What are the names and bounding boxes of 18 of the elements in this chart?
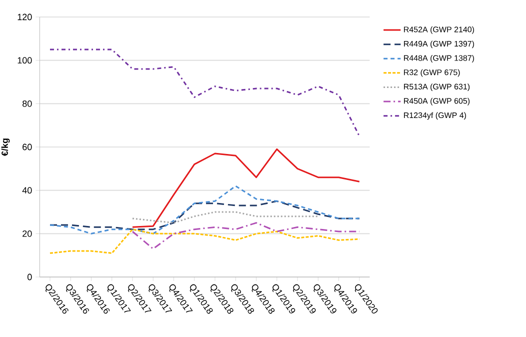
legend-label: R449A (GWP 1397) xyxy=(404,40,474,48)
y-tick-label: 100 xyxy=(18,57,32,64)
legend-label: R32 (GWP 675) xyxy=(404,69,460,77)
legend-label: R450A (GWP 605) xyxy=(404,98,470,106)
y-tick-label: 0 xyxy=(27,274,32,280)
legend-label: R1234yf (GWP 4) xyxy=(404,112,466,120)
y-tick-label: 80 xyxy=(22,100,32,107)
legend-label: R452A (GWP 2140) xyxy=(404,26,474,34)
line-series xyxy=(132,148,360,228)
y-tick-label: 20 xyxy=(22,230,32,237)
y-tick-label: 120 xyxy=(18,14,32,20)
line-series xyxy=(132,222,360,250)
y-tick-label: 40 xyxy=(22,187,32,194)
legend-label: R513A (GWP 631) xyxy=(404,84,470,92)
y-tick-label: 60 xyxy=(22,144,32,150)
y-axis-title: €/kg xyxy=(1,138,10,156)
legend-label: R448A (GWP 1387) xyxy=(404,54,474,62)
line-series xyxy=(49,185,360,234)
